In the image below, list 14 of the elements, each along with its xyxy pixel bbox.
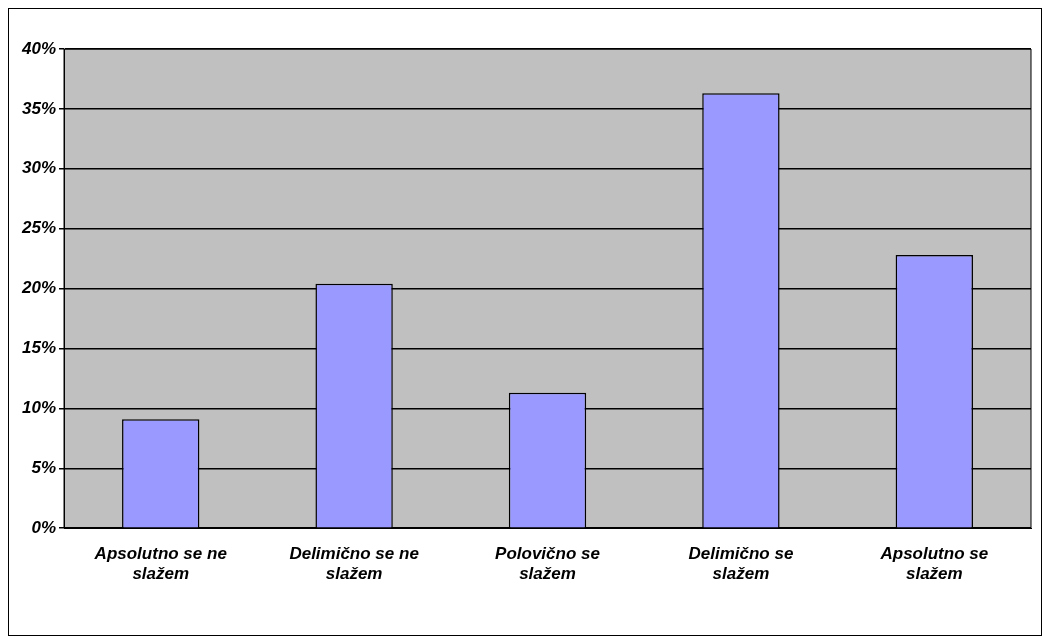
y-tick-label: 15%	[21, 338, 57, 358]
y-tick-label: 0%	[31, 517, 57, 537]
x-tick-label: Apsolutno se ne slažem	[93, 544, 227, 584]
x-tick-label: Delimično se slažem	[688, 544, 794, 584]
y-tick-label: 30%	[21, 158, 57, 178]
x-tick-label: Apsolutno se slažem	[879, 544, 989, 584]
y-tick-label: 40%	[20, 38, 57, 58]
y-tick-label: 10%	[21, 398, 57, 418]
y-tick-label: 20%	[20, 278, 57, 298]
y-tick-label: 35%	[21, 98, 57, 118]
y-tick-label: 5%	[31, 457, 57, 477]
x-tick-label: Delimično se ne slažem	[289, 544, 419, 584]
y-tick-label: 25%	[20, 218, 57, 238]
x-tick-label: Polovično se slažem	[495, 544, 600, 584]
